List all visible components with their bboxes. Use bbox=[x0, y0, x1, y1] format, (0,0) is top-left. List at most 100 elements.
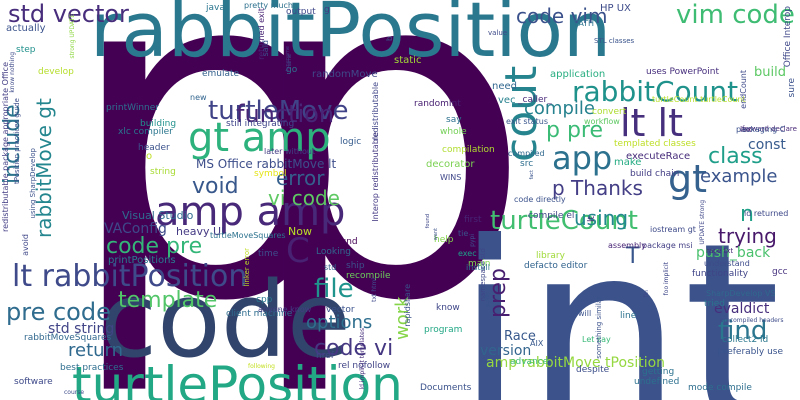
cloud-word-lt: lt bbox=[587, 216, 597, 223]
cloud-word-help: help bbox=[434, 235, 454, 245]
cloud-word-ld-implicit-templates: ld implicit templates bbox=[359, 328, 366, 390]
cloud-word-tie: tie bbox=[458, 229, 469, 238]
cloud-word-foo-implicit: foo implicit bbox=[663, 262, 670, 296]
cloud-word-code-directly: code directly bbox=[514, 195, 566, 204]
cloud-word-function: function bbox=[236, 100, 335, 128]
cloud-word-compile: compile bbox=[524, 98, 595, 119]
cloud-word-pretty-much: pretty much bbox=[244, 1, 293, 10]
cloud-word-find: find bbox=[718, 316, 768, 346]
cloud-word-lt-lt: lt lt bbox=[620, 101, 683, 145]
cloud-word-iostream-gt: iostream gt bbox=[650, 225, 696, 234]
cloud-word-gt: gt bbox=[668, 157, 708, 201]
cloud-word-code-pre: code pre bbox=[106, 234, 203, 259]
cloud-word-exit-status: exit status bbox=[506, 117, 548, 126]
cloud-word-prep: prep bbox=[486, 267, 511, 318]
cloud-word-p-pre: p pre bbox=[546, 118, 604, 143]
cloud-word-rabbitposition: rabbitPosition bbox=[90, 0, 612, 74]
cloud-word-new: new bbox=[190, 93, 207, 102]
cloud-word-collect2-ld: collect2 ld bbox=[722, 335, 769, 345]
cloud-word-sure: sure bbox=[787, 78, 797, 98]
cloud-word-getting: getting bbox=[642, 367, 675, 377]
cloud-word-pypi: pypi bbox=[469, 234, 476, 247]
cloud-word-stl-classes: STL classes bbox=[594, 37, 635, 45]
cloud-word-using-sharpdevelop: using SharpDevelop bbox=[29, 148, 37, 219]
cloud-word-workflow: workflow bbox=[584, 117, 620, 126]
cloud-word-following: following bbox=[248, 363, 275, 370]
cloud-word-install: install bbox=[466, 263, 490, 272]
cloud-word-using: using bbox=[574, 206, 629, 230]
cloud-word-let-say: Let say bbox=[582, 335, 611, 344]
cloud-word-office-interop: Office Interop bbox=[783, 6, 793, 68]
cloud-word-packaging-c: packaging C bbox=[736, 125, 786, 134]
cloud-word-avoid: avoid bbox=[21, 234, 30, 256]
cloud-word-xlc-compiler: xlc compiler bbox=[118, 127, 173, 137]
cloud-word-o: o bbox=[146, 151, 153, 162]
cloud-word-linker-error: linker error bbox=[243, 248, 251, 287]
cloud-word-vi-code: vi code bbox=[268, 186, 340, 210]
cloud-word-sharpdevelop-vs: SharpDevelop VS bbox=[706, 289, 776, 298]
cloud-word-turtlemove: turtleMove bbox=[208, 96, 349, 126]
cloud-word-compilation: compilation bbox=[442, 145, 495, 155]
cloud-word-wins: WINS bbox=[440, 173, 462, 182]
cloud-word-step: step bbox=[16, 45, 36, 55]
cloud-word-race: Race bbox=[504, 329, 536, 344]
cloud-word-g: g bbox=[324, 5, 330, 15]
cloud-word-client-machine: client machine bbox=[226, 309, 293, 319]
cloud-word-name: name bbox=[287, 54, 293, 69]
cloud-word-class: class bbox=[708, 144, 763, 169]
cloud-word-printpositions: printPositions bbox=[108, 255, 176, 266]
cloud-word-push-back: push_back bbox=[696, 245, 771, 261]
cloud-word-rabbitmove-gt: rabbitMove gt bbox=[32, 98, 56, 238]
cloud-word-code: code bbox=[100, 259, 351, 381]
cloud-word-application: application bbox=[550, 69, 606, 80]
cloud-word-hp-ux: HP UX bbox=[600, 3, 631, 14]
cloud-word-still-integrating: still integrating bbox=[226, 119, 295, 129]
cloud-word-std: std bbox=[324, 263, 337, 272]
cloud-word-evaldict: evaldict bbox=[714, 301, 770, 317]
cloud-word-b: b bbox=[385, 36, 394, 42]
cloud-word-value: value bbox=[488, 29, 508, 37]
cloud-word-preferably-use: preferably use bbox=[718, 347, 784, 357]
cloud-word-strong-update: strong UPDATE bbox=[69, 14, 76, 59]
cloud-word-want: want bbox=[433, 228, 439, 241]
cloud-word-compile-el: compile el bbox=[528, 211, 575, 221]
cloud-word-found: found bbox=[425, 214, 431, 229]
cloud-word-output: output bbox=[286, 7, 316, 17]
cloud-word-example: example bbox=[700, 166, 778, 187]
cloud-word-header: header bbox=[138, 143, 170, 153]
cloud-word-main: main bbox=[468, 259, 491, 269]
cloud-word-emulate: emulate bbox=[202, 69, 240, 79]
cloud-word-gt-amp: gt amp bbox=[188, 115, 331, 161]
cloud-word-trying: trying bbox=[718, 224, 777, 248]
cloud-word-executerace: executeRace bbox=[626, 151, 691, 162]
cloud-word-say: say bbox=[446, 115, 462, 125]
cloud-word-undefined: undefined bbox=[634, 377, 680, 387]
cloud-word-assembly: assembly bbox=[608, 241, 646, 250]
cloud-word-int: int bbox=[455, 189, 781, 400]
cloud-word-documents: Documents bbox=[420, 383, 472, 393]
cloud-word-href: href bbox=[316, 351, 334, 361]
cloud-word-build-chain: build chain bbox=[630, 169, 680, 179]
cloud-word-mode-compile: mode compile bbox=[688, 383, 752, 393]
cloud-word-return: return bbox=[68, 340, 124, 361]
cloud-word-understand: understand bbox=[704, 259, 750, 268]
cloud-word-amp-rabbitmove-tposition: amp rabbitMove tPosition bbox=[486, 355, 666, 371]
cloud-word-t: T bbox=[626, 244, 640, 269]
cloud-word-cpp: cpp bbox=[256, 295, 273, 305]
cloud-word-lex: lex bbox=[740, 125, 752, 134]
cloud-word-time: time bbox=[258, 249, 279, 259]
cloud-word-vim-code: vim code bbox=[676, 0, 795, 30]
cloud-word-anyone-know: anyone know bbox=[258, 305, 312, 314]
cloud-word-std-string: std string bbox=[48, 321, 115, 337]
cloud-word-know-nothing: know nothing bbox=[9, 52, 16, 93]
cloud-word-turtlecount-turtlecount: turtleCount turtleCount bbox=[652, 95, 746, 104]
cloud-word-despite: despite bbox=[576, 365, 610, 375]
cloud-word-library: library bbox=[536, 251, 565, 261]
cloud-word-ship: ship bbox=[346, 261, 365, 271]
cloud-word-know: know bbox=[436, 303, 460, 313]
cloud-word-build: build bbox=[754, 65, 786, 80]
cloud-word-code-vi: code vi bbox=[314, 336, 394, 361]
cloud-word-forward-declare: forward declare bbox=[742, 125, 797, 133]
cloud-word-logic: logic bbox=[340, 137, 362, 147]
